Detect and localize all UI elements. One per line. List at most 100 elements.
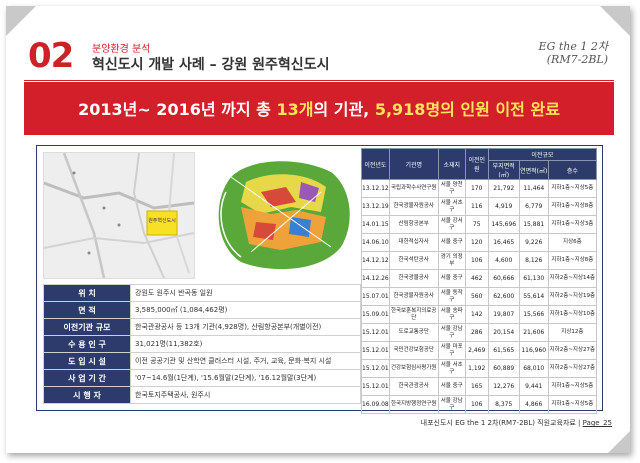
- table-row: 13.12.12 국립과학수사연구원 서울 양천구 170 21,792 11,464 지하…: [361, 179, 598, 198]
- banner-part1: 2013년~ 2016년 까지 총: [78, 100, 277, 119]
- col-location: 소재지: [437, 148, 466, 180]
- table-row: 15.12.01 국민건강보험공단 서울 마포구 2,469 61,565 116,960…: [361, 341, 598, 360]
- cell-floors: 지하1층~지상5층: [547, 377, 598, 396]
- summary-banner: 2013년~ 2016년 까지 총 13개의 기관, 5,918명의 인원 이전…: [24, 82, 614, 135]
- info-row: 면 적 3,585,000㎡ (1,084,462평): [43, 301, 361, 319]
- cell-location: 서울 마포구: [437, 341, 466, 360]
- info-key: 위 치: [43, 284, 131, 302]
- cell-location: 서울 서초구: [437, 359, 466, 378]
- cell-agency: 건강보험심사평가원: [388, 359, 439, 378]
- info-key: 수 용 인 구: [43, 335, 131, 353]
- cell-location: 서울 중구: [437, 377, 466, 396]
- cell-date: 14.12.26: [361, 269, 390, 288]
- cell-floor: 4,866: [518, 395, 549, 414]
- cell-date: 13.12.12: [361, 179, 390, 198]
- info-row: 위 치 강원도 원주시 반곡동 일원: [43, 284, 361, 302]
- section-number: 02: [28, 36, 74, 76]
- cell-land: 8,375: [487, 395, 520, 414]
- page-number: Page_25: [582, 419, 612, 427]
- cell-location: 서울 양천구: [437, 179, 466, 198]
- cell-land: 20,154: [487, 323, 520, 342]
- col-scale: 이전규모: [487, 148, 598, 161]
- table-row: 15.12.01 도로교통공단 서울 강남구 286 20,154 21,606 지상12층: [361, 323, 598, 342]
- corner-fold-top-right: [600, 6, 630, 36]
- cell-agency: 대한적십자사: [388, 233, 439, 252]
- cell-date: 15.12.01: [361, 323, 390, 342]
- cell-agency: 한국관광공사: [388, 377, 439, 396]
- cell-floor: 9,441: [518, 377, 549, 396]
- table-row: 15.07.01 한국광물자원공사 서울 동작구 560 62,600 55,614 지하2…: [361, 287, 598, 306]
- cell-agency: 한국광물자원공사: [388, 287, 439, 306]
- cell-staff: 2,469: [464, 341, 489, 360]
- cell-floors: 지상6층: [547, 233, 598, 252]
- cell-date: 15.12.01: [361, 341, 390, 360]
- banner-count: 13개: [276, 100, 314, 119]
- cell-land: 61,565: [487, 341, 520, 360]
- table-row: 15.12.01 한국관광공사 서울 중구 165 12,276 9,441 지하1층~지상…: [361, 377, 598, 396]
- cell-floors: 지하2층~지상27층: [547, 341, 598, 360]
- footer: 내포신도시 EG the 1 2차(RM7-2BL) 직원교육자료 | Page…: [421, 418, 612, 428]
- cell-floor: 6,779: [518, 197, 549, 216]
- cell-staff: 106: [464, 251, 489, 270]
- cell-floors: 지하1층~지상5층: [547, 395, 598, 414]
- table-row: 14.01.15 산림항공본부 서울 강서구 75 145,696 15,881 지하1층~…: [361, 215, 598, 234]
- cell-location: 서울 중구: [437, 233, 466, 252]
- cell-floors: 지하1층~지상8층: [547, 197, 598, 216]
- cell-floors: 지하2층~지상27층: [547, 359, 598, 378]
- info-value: 한국토지주택공사, 원주시: [130, 386, 361, 404]
- cell-land: 16,465: [487, 233, 520, 252]
- info-row: 도 입 시 설 이전 공공기관 및 산학연 클러스터 시설, 주거, 교육, 문화…: [43, 352, 361, 370]
- info-value: 강원도 원주시 반곡동 일원: [130, 284, 361, 302]
- cell-floor: 8,126: [518, 251, 549, 270]
- cell-date: 15.07.01: [361, 287, 390, 306]
- cell-date: 14.12.12: [361, 251, 390, 270]
- cell-staff: 120: [464, 233, 489, 252]
- col-staff: 이전인원: [464, 148, 489, 180]
- location-map: 원주혁신도시: [43, 152, 195, 279]
- cell-staff: 462: [464, 269, 489, 288]
- cell-agency: 국립과학수사연구원: [388, 179, 439, 198]
- cell-floors: 지하1층~지상10층: [547, 305, 598, 324]
- project-code: (RM7-2BL): [546, 53, 608, 66]
- cell-staff: 75: [464, 215, 489, 234]
- cell-land: 60,666: [487, 269, 520, 288]
- cell-location: 서울 강서구: [437, 215, 466, 234]
- cell-agency: 도로교통공단: [388, 323, 439, 342]
- cell-floor: 55,614: [518, 287, 549, 306]
- info-key: 도 입 시 설: [43, 352, 131, 370]
- cell-floors: 지하1층~지상8층: [547, 251, 598, 270]
- table-row: 15.12.01 건강보험심사평가원 서울 서초구 1,192 60,889 68,010…: [361, 359, 598, 378]
- cell-staff: 116: [464, 197, 489, 216]
- cell-floor: 9,226: [518, 233, 549, 252]
- banner-text: 2013년~ 2016년 까지 총 13개의 기관, 5,918명의 인원 이전…: [24, 96, 614, 120]
- cell-land: 4,919: [487, 197, 520, 216]
- cell-land: 21,792: [487, 179, 520, 198]
- table-row: 14.12.12 한국석탄공사 경기 의정부 106 4,600 8,126 지하1층~지상…: [361, 251, 598, 270]
- project-name: EG the 1 2차: [538, 40, 608, 53]
- cell-floor: 21,606: [518, 323, 549, 342]
- cell-staff: 165: [464, 377, 489, 396]
- cell-agency: 한국지방행정연구원: [388, 395, 439, 414]
- cell-floor: 68,010: [518, 359, 549, 378]
- cell-location: 서울 강남구: [437, 395, 466, 414]
- cell-agency: 한국석탄공사: [388, 251, 439, 270]
- table-row: 14.12.26 한국광물공사 서울 중구 462 60,666 61,130 지하2층~지…: [361, 269, 598, 288]
- cell-location: 경기 의정부: [437, 251, 466, 270]
- site-info-table: 위 치 강원도 원주시 반곡동 일원 면 적 3,585,000㎡ (1,084,46…: [43, 284, 361, 404]
- cell-floor: 11,464: [518, 179, 549, 198]
- footer-text: 내포신도시 EG the 1 2차(RM7-2BL) 직원교육자료: [420, 419, 576, 427]
- info-value: '07~14.6월(1단계), '15.6월말(2단계), '16.12월말(3…: [130, 369, 361, 387]
- cell-location: 서울 중구: [437, 269, 466, 288]
- cell-staff: 1,192: [464, 359, 489, 378]
- info-key: 면 적: [43, 301, 131, 319]
- cell-staff: 560: [464, 287, 489, 306]
- table-row: 15.09.01 한국보훈복지의료공단 서울 송파구 142 19,807 15,566 지…: [361, 305, 598, 324]
- cell-staff: 170: [464, 179, 489, 198]
- cell-staff: 142: [464, 305, 489, 324]
- cell-floors: 지하1층~지상3층: [547, 215, 598, 234]
- cell-agency: 산림항공본부: [388, 215, 439, 234]
- slide-header: 02 분양환경 분석 혁신도시 개발 사례 – 강원 원주혁신도시 EG the…: [24, 34, 614, 80]
- info-row: 사 업 기 간 '07~14.6월(1단계), '15.6월말(2단계), '16…: [43, 369, 361, 387]
- col-agency: 기관명: [388, 148, 439, 180]
- cell-floors: 지하2층~지상14층: [547, 269, 598, 288]
